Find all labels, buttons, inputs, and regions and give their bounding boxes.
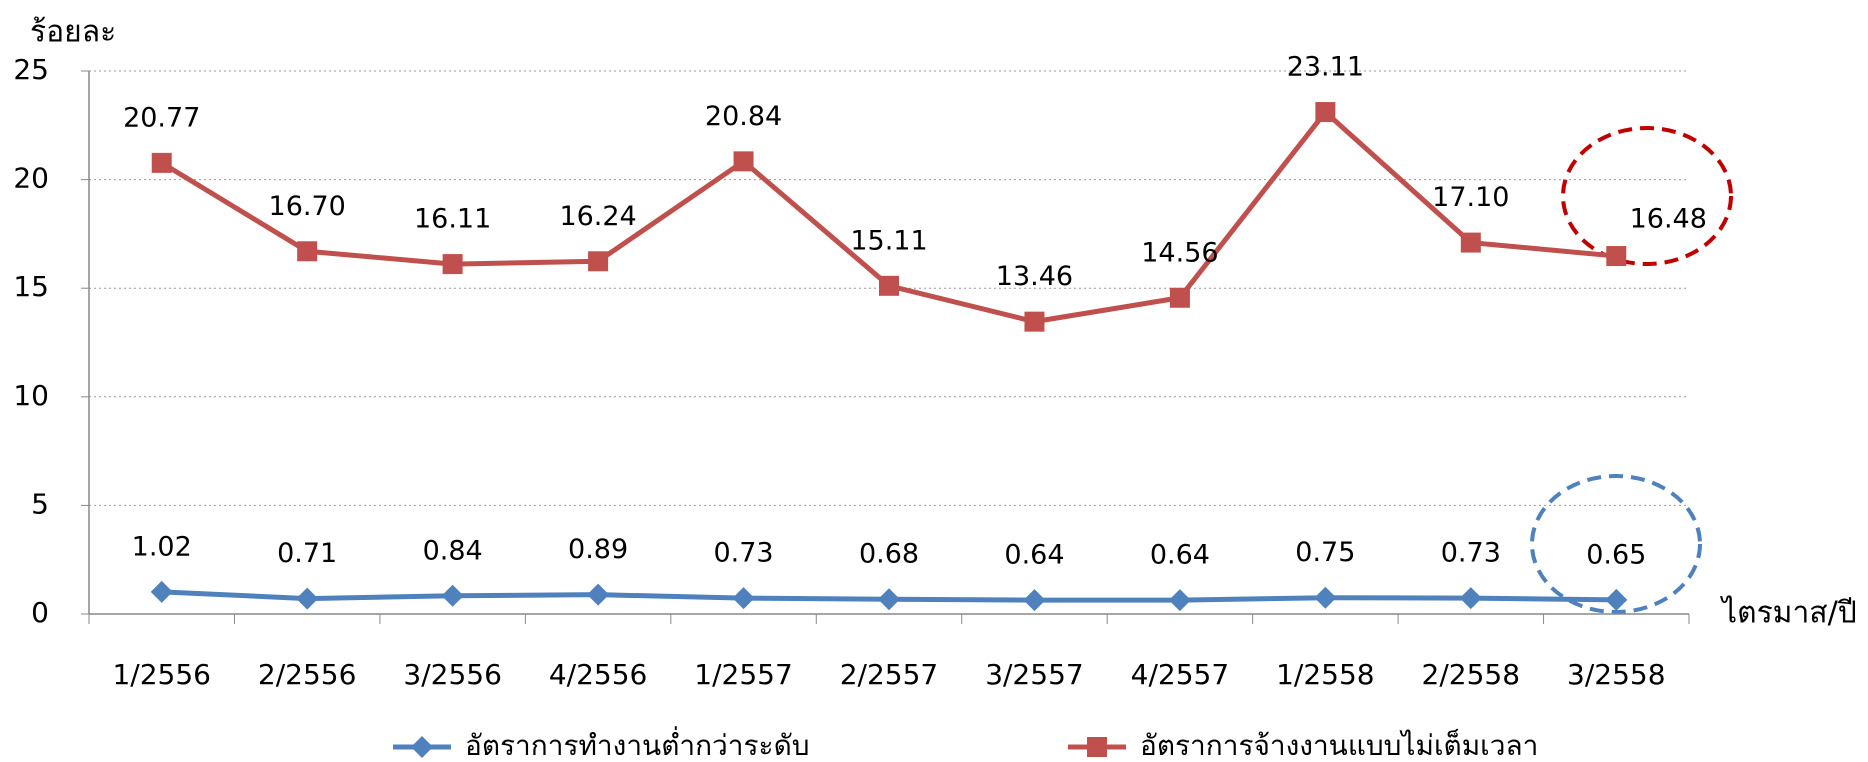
marker [1168,589,1191,612]
x-tick-label: 1/2557 [694,658,793,691]
marker [1314,586,1337,609]
legend-label: อัตราการทำงานต่ำกว่าระดับ [465,726,810,762]
marker [733,151,754,172]
x-tick-label: 4/2557 [1131,658,1230,691]
data-label: 0.73 [1441,538,1501,569]
x-tick-label: 3/2557 [985,658,1084,691]
data-label: 23.11 [1287,52,1364,83]
marker [442,254,463,275]
x-tick-label: 2/2556 [258,658,357,691]
data-label: 16.70 [269,191,346,222]
marker [1606,246,1627,267]
marker [587,583,610,606]
marker [150,580,173,603]
data-label: 0.84 [423,535,483,566]
data-label: 16.24 [559,201,636,232]
marker [1460,232,1481,253]
marker [1024,311,1045,332]
highlight-circle [1561,126,1733,266]
legend-label: อัตราการจ้างงานแบบไม่เต็มเวลา [1140,728,1538,762]
x-tick-label: 3/2556 [403,658,502,691]
data-label: 13.46 [996,261,1073,292]
data-label: 0.64 [1150,540,1210,571]
x-axis-label: ไตรมาส/ปี [1720,595,1857,631]
data-label: 0.64 [1004,540,1064,571]
data-label: 20.77 [123,102,200,133]
data-label: 20.84 [705,101,782,132]
marker [296,587,319,610]
marker [1169,287,1190,308]
data-label: 0.65 [1586,539,1646,570]
x-tick-label: 4/2556 [549,658,648,691]
marker [588,251,609,272]
x-tick-label: 2/2557 [840,658,939,691]
y-tick-label: 20 [13,162,49,195]
data-label: 0.73 [713,538,773,569]
marker [879,275,899,296]
marker [1459,587,1482,610]
marker [878,588,900,611]
highlight-circle [1530,474,1702,614]
data-label: 0.89 [568,534,628,565]
data-label: 0.71 [277,538,337,569]
marker [1315,102,1336,123]
x-tick-label: 1/2558 [1276,658,1375,691]
marker [151,152,172,173]
marker [732,587,755,610]
y-tick-label: 25 [13,53,49,86]
x-tick-label: 2/2558 [1422,658,1521,691]
y-tick-label: 5 [31,487,49,520]
data-label: 14.56 [1141,237,1218,268]
data-label: 16.11 [414,204,491,235]
data-label: 16.48 [1630,204,1707,235]
data-label: 15.11 [850,225,927,256]
marker [1023,589,1046,612]
x-tick-label: 1/2556 [112,658,211,691]
y-axis-label: ร้อยละ [30,15,116,50]
data-label: 17.10 [1432,182,1509,213]
marker [441,584,464,607]
y-tick-label: 15 [13,270,49,303]
y-tick-label: 10 [13,379,49,412]
data-label: 1.02 [132,531,192,562]
marker [411,736,433,758]
marker [1087,737,1107,757]
y-tick-label: 0 [31,596,49,629]
data-label: 0.75 [1295,537,1355,568]
marker [297,241,318,262]
marker [1605,588,1628,611]
x-tick-label: 3/2558 [1567,658,1666,691]
data-label: 0.68 [859,539,919,570]
